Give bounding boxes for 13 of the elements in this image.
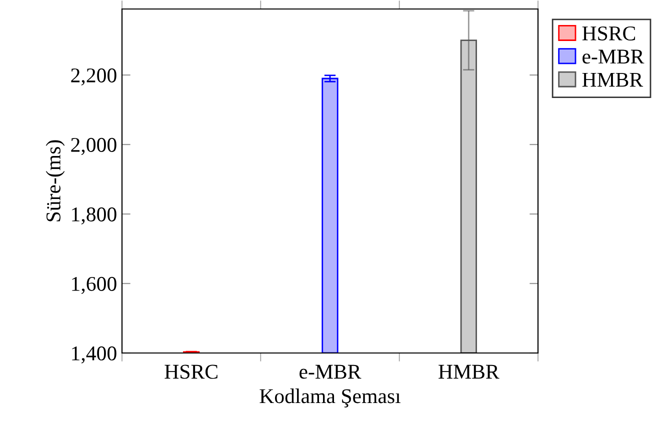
y-tick-label: 2,000 [71,138,116,155]
x-tick-label: HSRC [164,364,218,379]
x-tick-label: HMBR [438,364,500,379]
legend-label: HMBR [582,72,644,87]
y-tick-label: 2,200 [71,68,116,86]
legend-label: e-MBR [582,50,644,64]
y-tick-label: 1,800 [72,207,116,224]
y-tick-label: 1,600 [72,276,116,294]
x-tick-label: e-MBR [300,364,362,379]
y-tick-label: 1,400 [72,346,116,364]
y-axis-title: Süre-(ms) [46,140,65,222]
legend-label: HSRC [582,26,636,40]
x-axis-title: Kodlama Şeması [260,388,400,408]
